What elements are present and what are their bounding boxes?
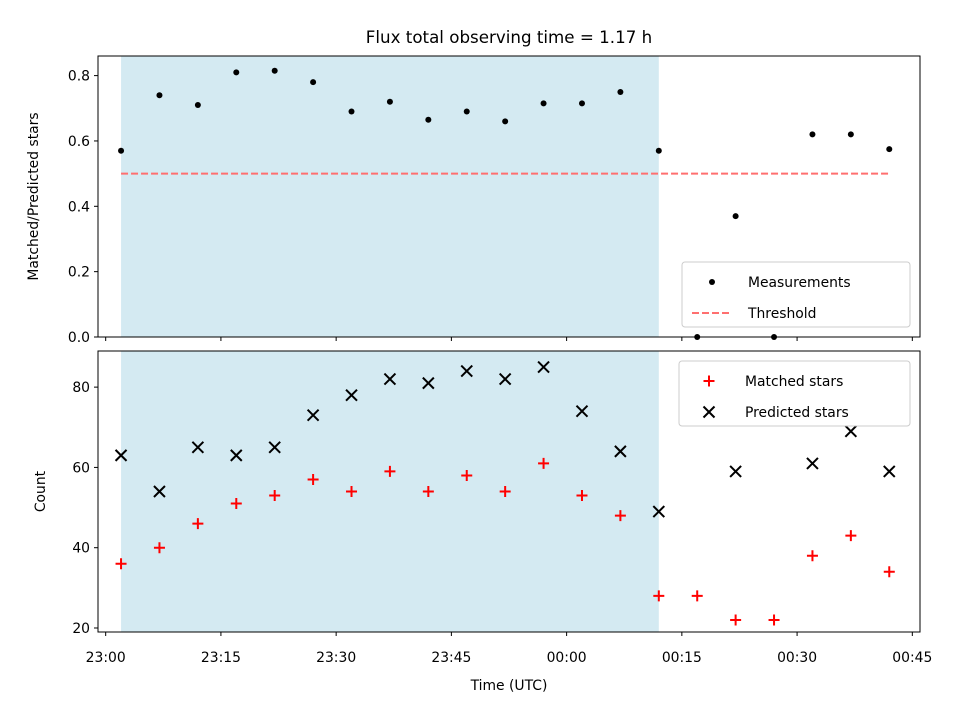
matched-star-point — [230, 498, 242, 510]
x-tick-label: 00:15 — [662, 650, 702, 666]
observing-window-shade — [121, 56, 659, 337]
x-tick-label: 23:00 — [86, 650, 126, 666]
legend-box — [681, 261, 911, 328]
matched-star-point — [115, 558, 127, 570]
measurement-point — [732, 213, 739, 220]
predicted-star-point — [268, 441, 281, 454]
matched-star-point — [346, 486, 358, 497]
y-tick-label: 0.2 — [68, 265, 90, 281]
axes-frame — [97, 55, 921, 338]
measurement-point — [540, 100, 547, 107]
matched-star-point — [614, 510, 626, 522]
legend-label: Matched stars — [745, 374, 843, 390]
measurement-point — [617, 88, 624, 95]
matched-star-point — [461, 469, 473, 481]
predicted-star-point — [191, 441, 205, 454]
measurement-point — [578, 100, 585, 107]
matched-star-point — [269, 490, 281, 502]
x-tick-label: 23:15 — [201, 650, 241, 666]
y-tick-label: 0.0 — [68, 330, 90, 346]
predicted-star-point — [153, 485, 166, 498]
x-tick-label: 00:45 — [892, 650, 932, 666]
matched-star-point — [691, 590, 703, 602]
legend-label: Predicted stars — [745, 405, 849, 421]
measurement-point — [156, 92, 163, 99]
measurement-point — [425, 116, 432, 123]
matched-star-point — [422, 486, 434, 497]
matched-star-point — [653, 590, 665, 602]
legend-box — [678, 360, 911, 427]
measurement-point — [271, 67, 278, 74]
legend-predicted-swatch — [702, 405, 716, 419]
measurement-point — [809, 131, 816, 138]
predicted-star-point — [460, 364, 473, 378]
measurement-point — [847, 131, 854, 138]
matched-star-point — [538, 457, 550, 469]
predicted-star-point — [345, 388, 358, 402]
measurement-point — [233, 69, 240, 76]
matched-star-point — [153, 542, 165, 554]
matched-star-point — [384, 465, 396, 477]
predicted-star-point — [383, 372, 397, 386]
x-tick-label: 00:30 — [777, 650, 817, 666]
predicted-star-point — [729, 465, 742, 478]
matched-star-point — [307, 473, 319, 485]
predicted-star-point — [806, 457, 819, 470]
x-axis-label: Time (UTC) — [470, 678, 548, 694]
matched-star-point — [845, 530, 857, 542]
observing-window-shade — [121, 351, 659, 632]
y-axis-label: Matched/Predicted stars — [26, 112, 42, 280]
matched-star-point — [192, 518, 204, 530]
predicted-star-point — [652, 505, 666, 518]
matched-star-point — [806, 550, 818, 562]
x-tick-label: 00:00 — [547, 650, 587, 666]
predicted-star-point — [114, 449, 128, 462]
predicted-star-point — [422, 376, 435, 390]
matched-star-point — [883, 566, 895, 578]
measurement-point — [348, 108, 355, 115]
predicted-star-point — [614, 445, 627, 458]
y-tick-label: 80 — [72, 380, 90, 396]
y-tick-label: 0.8 — [68, 69, 90, 85]
measurement-point — [463, 108, 470, 115]
top-panel: 0.0 0.2 0.4 0.6 0.8 Matched/Predicted stars Me… — [26, 55, 921, 346]
y-tick-label: 20 — [72, 621, 90, 637]
predicted-star-point — [230, 449, 243, 462]
y-axis-label: Count — [33, 470, 49, 512]
y-tick-label: 40 — [72, 541, 90, 557]
matched-star-point — [499, 486, 511, 497]
predicted-star-point — [306, 409, 320, 422]
predicted-star-point — [844, 425, 858, 438]
y-tick-label: 0.6 — [68, 134, 90, 150]
y-tick-label: 60 — [72, 460, 90, 476]
predicted-star-point — [498, 372, 512, 386]
measurement-point — [886, 146, 893, 153]
measurement-point — [118, 147, 125, 154]
chart-title: Flux total observing time = 1.17 h — [366, 27, 652, 47]
legend-label: Threshold — [747, 306, 816, 322]
measurement-point — [655, 147, 662, 154]
measurement-point — [502, 118, 509, 125]
legend-label: Measurements — [748, 275, 851, 291]
x-tick-label: 23:30 — [316, 650, 356, 666]
predicted-star-point — [575, 405, 589, 418]
predicted-star-point — [537, 360, 550, 374]
measurement-point — [194, 102, 201, 109]
measurement-point — [386, 98, 393, 105]
x-tick-label: 23:45 — [431, 650, 471, 666]
predicted-star-point — [883, 465, 896, 478]
matched-star-point — [768, 614, 780, 626]
y-tick-label: 0.4 — [68, 199, 90, 215]
measurement-point — [310, 79, 317, 86]
matched-star-point — [730, 614, 742, 626]
legend: Matched stars Predicted stars — [678, 360, 911, 427]
axes-frame — [97, 350, 921, 633]
matched-star-point — [576, 490, 588, 502]
legend-matched-swatch — [703, 375, 715, 387]
legend-measurement-swatch — [709, 279, 715, 285]
legend: Measurements Threshold — [681, 261, 911, 328]
bottom-panel: 20 40 60 80 23:00 23:15 23:30 23:45 00:00 00:15 00… — [33, 350, 932, 666]
